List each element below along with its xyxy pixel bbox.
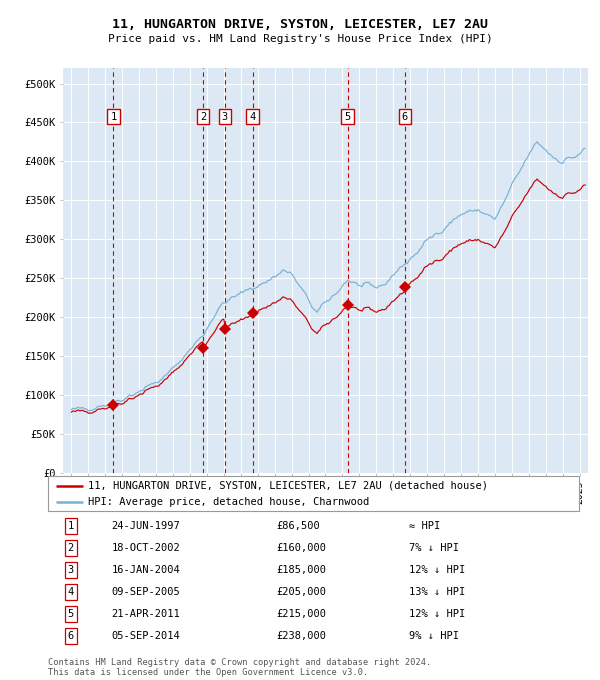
Text: 1: 1 [68, 521, 74, 531]
Text: £160,000: £160,000 [277, 543, 326, 553]
Text: 5: 5 [68, 609, 74, 619]
Text: 9% ↓ HPI: 9% ↓ HPI [409, 631, 459, 641]
Text: 6: 6 [68, 631, 74, 641]
Text: 3: 3 [68, 565, 74, 575]
Text: 1: 1 [110, 112, 116, 122]
Text: £86,500: £86,500 [277, 521, 320, 531]
Text: Contains HM Land Registry data © Crown copyright and database right 2024.: Contains HM Land Registry data © Crown c… [48, 658, 431, 666]
Text: 5: 5 [344, 112, 350, 122]
Text: 3: 3 [221, 112, 227, 122]
Text: This data is licensed under the Open Government Licence v3.0.: This data is licensed under the Open Gov… [48, 668, 368, 677]
Text: 4: 4 [68, 587, 74, 597]
Text: 11, HUNGARTON DRIVE, SYSTON, LEICESTER, LE7 2AU: 11, HUNGARTON DRIVE, SYSTON, LEICESTER, … [112, 18, 488, 31]
Text: 16-JAN-2004: 16-JAN-2004 [112, 565, 181, 575]
Text: ≈ HPI: ≈ HPI [409, 521, 440, 531]
Text: £205,000: £205,000 [277, 587, 326, 597]
Text: 24-JUN-1997: 24-JUN-1997 [112, 521, 181, 531]
Text: £185,000: £185,000 [277, 565, 326, 575]
Text: 21-APR-2011: 21-APR-2011 [112, 609, 181, 619]
Text: £238,000: £238,000 [277, 631, 326, 641]
Text: 11, HUNGARTON DRIVE, SYSTON, LEICESTER, LE7 2AU (detached house): 11, HUNGARTON DRIVE, SYSTON, LEICESTER, … [88, 481, 488, 490]
FancyBboxPatch shape [48, 476, 579, 511]
Text: 7% ↓ HPI: 7% ↓ HPI [409, 543, 459, 553]
Text: £215,000: £215,000 [277, 609, 326, 619]
Text: 18-OCT-2002: 18-OCT-2002 [112, 543, 181, 553]
Text: 6: 6 [401, 112, 408, 122]
Text: Price paid vs. HM Land Registry's House Price Index (HPI): Price paid vs. HM Land Registry's House … [107, 34, 493, 44]
Text: HPI: Average price, detached house, Charnwood: HPI: Average price, detached house, Char… [88, 497, 369, 507]
Text: 09-SEP-2005: 09-SEP-2005 [112, 587, 181, 597]
Text: 2: 2 [68, 543, 74, 553]
Text: 13% ↓ HPI: 13% ↓ HPI [409, 587, 466, 597]
Text: 12% ↓ HPI: 12% ↓ HPI [409, 609, 466, 619]
Text: 12% ↓ HPI: 12% ↓ HPI [409, 565, 466, 575]
Text: 4: 4 [250, 112, 256, 122]
Text: 05-SEP-2014: 05-SEP-2014 [112, 631, 181, 641]
Text: 2: 2 [200, 112, 206, 122]
